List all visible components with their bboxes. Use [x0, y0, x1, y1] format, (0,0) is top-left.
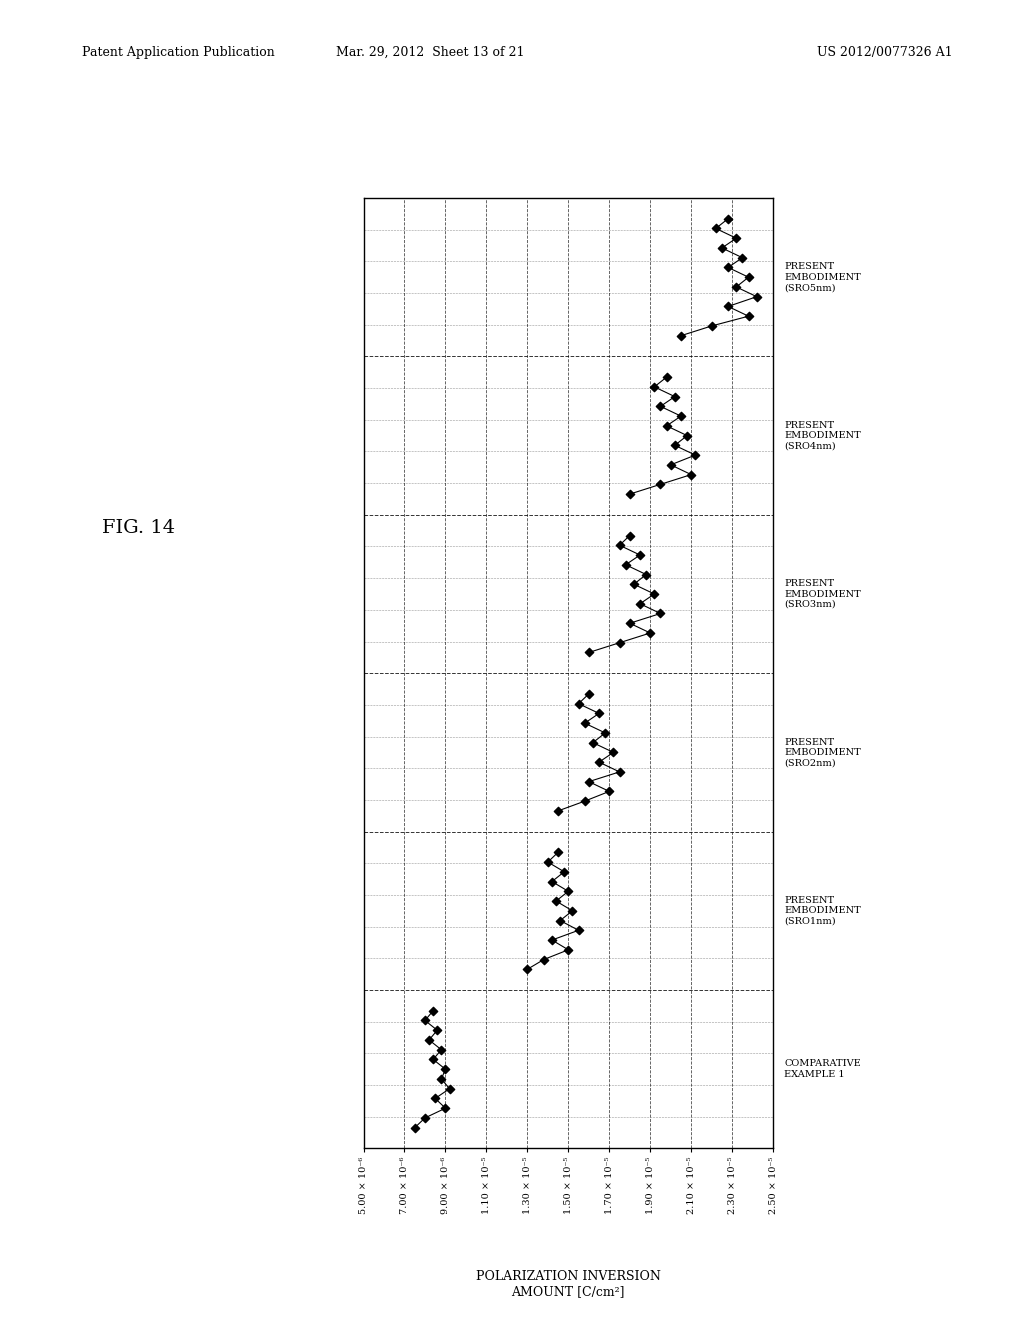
Point: [581, 684, 597, 705]
Point: [560, 940, 577, 961]
Point: [708, 218, 724, 239]
Point: [652, 474, 669, 495]
Point: [663, 454, 679, 475]
Point: [611, 762, 628, 783]
Point: [564, 900, 581, 921]
Point: [437, 1098, 454, 1119]
Point: [611, 632, 628, 653]
Point: [585, 733, 601, 754]
Point: [667, 434, 683, 455]
Point: [427, 1088, 443, 1109]
Point: [437, 1059, 454, 1080]
Point: [429, 1019, 445, 1040]
Point: [544, 871, 560, 892]
Point: [548, 891, 564, 912]
Text: Patent Application Publication: Patent Application Publication: [82, 46, 274, 59]
Point: [642, 623, 658, 644]
Point: [581, 771, 597, 792]
Point: [519, 958, 536, 979]
Point: [605, 742, 622, 763]
Point: [749, 286, 765, 308]
X-axis label: POLARIZATION INVERSION
AMOUNT [C/cm²]: POLARIZATION INVERSION AMOUNT [C/cm²]: [476, 1270, 660, 1298]
Point: [577, 791, 593, 812]
Point: [679, 425, 695, 446]
Point: [417, 1010, 433, 1031]
Point: [720, 296, 736, 317]
Point: [556, 861, 572, 882]
Point: [728, 227, 744, 248]
Point: [740, 267, 757, 288]
Point: [425, 1001, 441, 1022]
Point: [581, 642, 597, 663]
Point: [683, 465, 699, 486]
Point: [687, 445, 703, 466]
Point: [417, 1107, 433, 1129]
Text: FIG. 14: FIG. 14: [102, 519, 175, 537]
Point: [622, 612, 638, 634]
Text: US 2012/0077326 A1: US 2012/0077326 A1: [817, 46, 952, 59]
Point: [734, 247, 751, 268]
Point: [425, 1049, 441, 1071]
Point: [611, 535, 628, 556]
Point: [646, 376, 663, 397]
Point: [433, 1068, 450, 1089]
Point: [638, 564, 654, 585]
Point: [658, 416, 675, 437]
Point: [652, 603, 669, 624]
Point: [703, 315, 720, 337]
Point: [591, 751, 607, 772]
Point: [601, 781, 617, 803]
Point: [550, 842, 566, 863]
Point: [570, 920, 587, 941]
Point: [550, 800, 566, 821]
Point: [433, 1039, 450, 1060]
Point: [673, 405, 689, 426]
Point: [667, 385, 683, 407]
Point: [536, 949, 552, 970]
Point: [646, 583, 663, 605]
Point: [540, 851, 556, 873]
Point: [720, 209, 736, 230]
Point: [632, 593, 648, 614]
Point: [728, 276, 744, 297]
Point: [617, 554, 634, 576]
Point: [544, 929, 560, 950]
Point: [626, 574, 642, 595]
Text: Mar. 29, 2012  Sheet 13 of 21: Mar. 29, 2012 Sheet 13 of 21: [336, 46, 524, 59]
Point: [560, 880, 577, 902]
Point: [673, 325, 689, 346]
Point: [714, 238, 730, 259]
Point: [597, 722, 613, 743]
Point: [407, 1117, 423, 1138]
Point: [720, 257, 736, 279]
Point: [622, 525, 638, 546]
Point: [632, 544, 648, 565]
Point: [552, 909, 568, 931]
Point: [441, 1078, 458, 1100]
Point: [652, 396, 669, 417]
Point: [658, 367, 675, 388]
Point: [577, 713, 593, 734]
Point: [421, 1030, 437, 1051]
Point: [570, 693, 587, 714]
Point: [591, 702, 607, 723]
Point: [740, 306, 757, 327]
Point: [622, 483, 638, 504]
